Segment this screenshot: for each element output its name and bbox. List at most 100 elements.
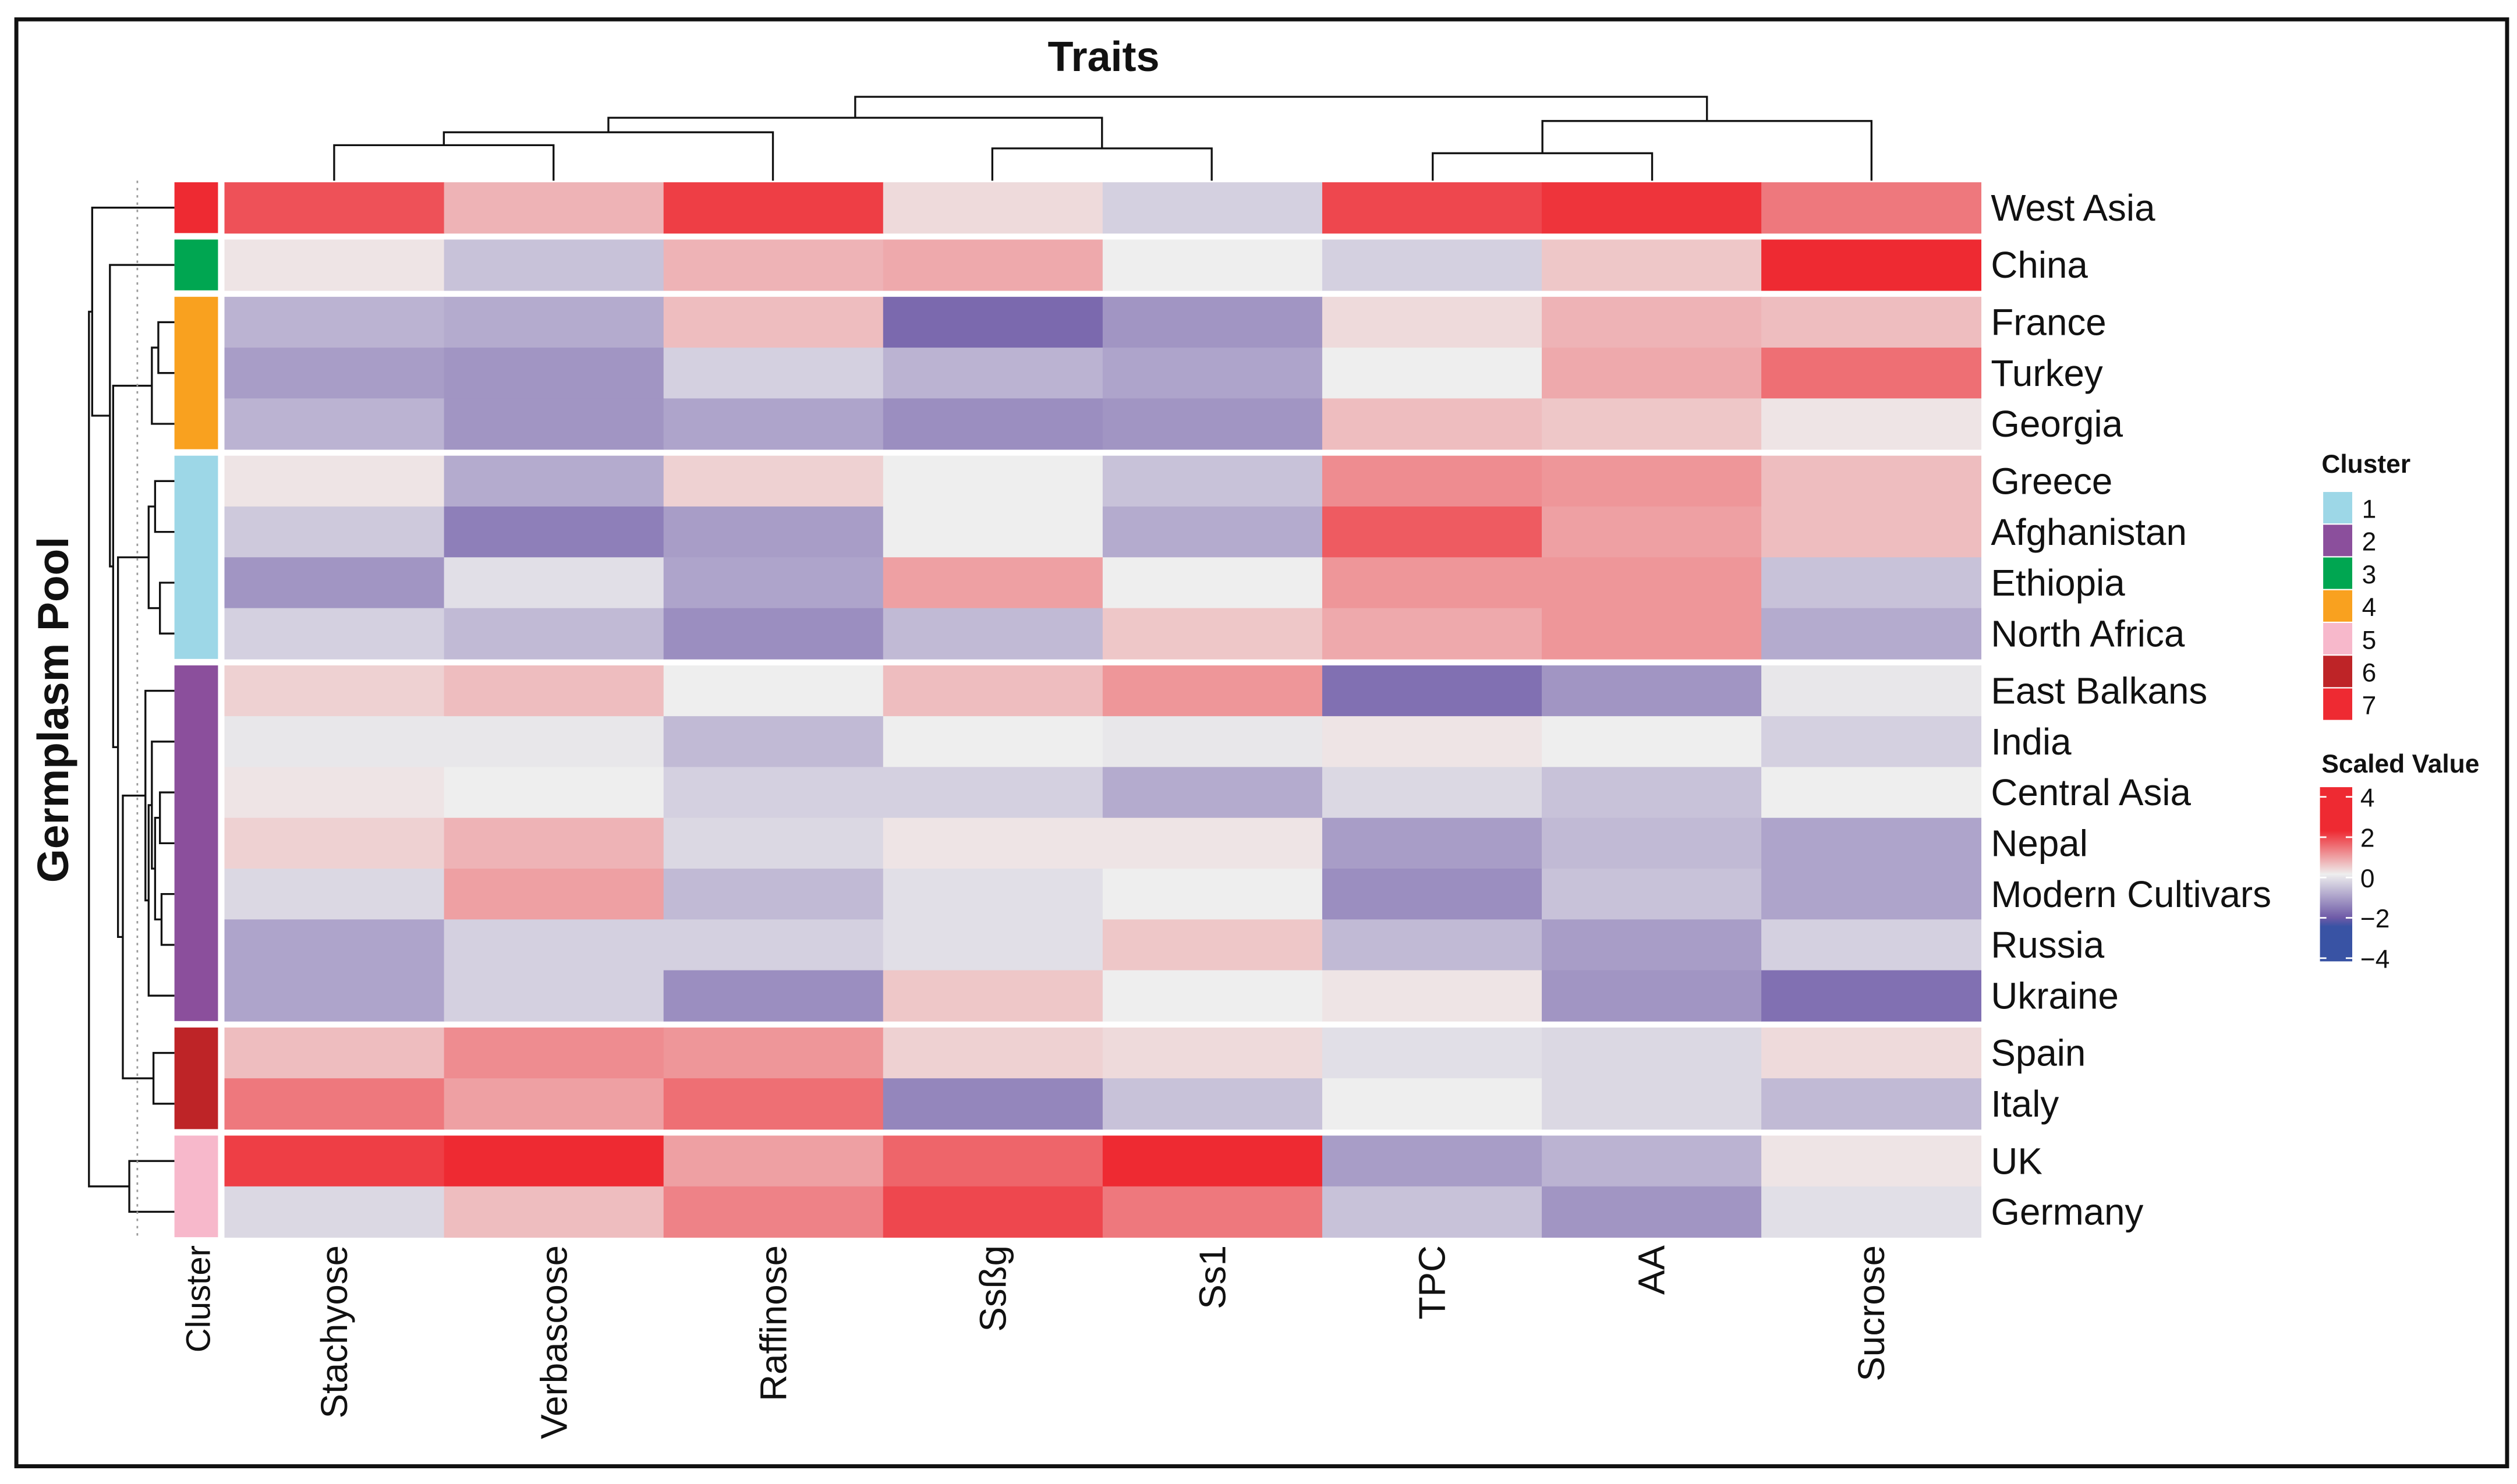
- heatmap-cell: [1761, 1078, 1982, 1130]
- heatmap-cell: [224, 239, 445, 291]
- heatmap-cell: [1102, 767, 1323, 819]
- heatmap-cell: [444, 1135, 664, 1187]
- heatmap-cell: [444, 970, 664, 1022]
- heatmap-cell: [663, 348, 884, 399]
- heatmap-cell: [663, 665, 884, 717]
- heatmap-cell: [883, 665, 1103, 717]
- heatmap-cell: [1542, 398, 1762, 450]
- heatmap-cell: [224, 868, 445, 920]
- row-label: Ukraine: [1991, 975, 2119, 1017]
- column-label: Verbascose: [533, 1245, 575, 1439]
- scale-tick-label: −4: [2360, 945, 2390, 973]
- heatmap-cell: [663, 868, 884, 920]
- heatmap-cell: [663, 182, 884, 234]
- cluster-axis-label: Cluster: [180, 1245, 218, 1352]
- heatmap-cell: [1761, 182, 1982, 234]
- heatmap-cell: [1322, 557, 1542, 609]
- heatmap-cell: [1102, 182, 1323, 234]
- heatmap-cell: [1322, 182, 1542, 234]
- heatmap-cell: [224, 182, 445, 234]
- heatmap-cell: [1102, 296, 1323, 348]
- heatmap-cell: [1322, 817, 1542, 869]
- heatmap-cell: [444, 506, 664, 558]
- heatmap-cell: [663, 817, 884, 869]
- heatmap-cell: [1761, 970, 1982, 1022]
- cluster-bar-segment: [174, 182, 218, 233]
- heatmap-cell: [1322, 970, 1542, 1022]
- column-label: Ss1: [1192, 1245, 1234, 1309]
- heatmap-cell: [1542, 1027, 1762, 1079]
- heatmap-cell: [663, 506, 884, 558]
- heatmap-cell: [663, 1186, 884, 1238]
- heatmap-cell: [1102, 1078, 1323, 1130]
- heatmap-cell: [224, 767, 445, 819]
- heatmap-cell: [1542, 868, 1762, 920]
- heatmap-cell: [444, 767, 664, 819]
- row-label: France: [1991, 302, 2106, 343]
- heatmap-cell: [663, 767, 884, 819]
- heatmap-cell: [1102, 239, 1323, 291]
- heatmap-cell: [663, 1135, 884, 1187]
- heatmap-cell: [224, 1078, 445, 1130]
- row-label: China: [1991, 244, 2088, 286]
- heatmap-cell: [224, 608, 445, 660]
- heatmap-cell: [1542, 716, 1762, 768]
- heatmap-cell: [444, 1186, 664, 1238]
- heatmap-cell: [224, 296, 445, 348]
- row-labels: West Asia China France Turkey Georgia Greece A…: [1991, 187, 2271, 1233]
- cluster-legend-swatch: [2323, 557, 2353, 589]
- column-label: AA: [1631, 1245, 1673, 1295]
- heatmap-cell: [1761, 868, 1982, 920]
- row-label: Central Asia: [1991, 771, 2191, 813]
- heatmap-cell: [1761, 817, 1982, 869]
- heatmap-cell: [1102, 970, 1323, 1022]
- heatmap-cell: [1761, 455, 1982, 507]
- row-label: North Africa: [1991, 612, 2185, 654]
- heatmap-cell: [224, 1135, 445, 1187]
- heatmap-cell: [883, 817, 1103, 869]
- cluster-bar-segment: [174, 1027, 218, 1129]
- heatmap-cell: [1102, 1186, 1323, 1238]
- heatmap-cell: [1542, 557, 1762, 609]
- heatmap-cell: [224, 970, 445, 1022]
- heatmap-cell: [1542, 239, 1762, 291]
- heatmap-cell: [444, 296, 664, 348]
- scale-ticks: 4 2 0 −2 −4: [2320, 784, 2390, 973]
- heatmap-cell: [1322, 767, 1542, 819]
- heatmap-cell: [1761, 398, 1982, 450]
- heatmap-cell: [1542, 1078, 1762, 1130]
- heatmap-cell: [444, 665, 664, 717]
- cluster-legend-label: 4: [2362, 593, 2377, 622]
- heatmap-cell: [444, 455, 664, 507]
- heatmap-cell: [1322, 868, 1542, 920]
- heatmap-cell: [1322, 348, 1542, 399]
- heatmap-cell: [1542, 506, 1762, 558]
- heatmap-cell: [663, 557, 884, 609]
- row-label: UK: [1991, 1140, 2042, 1182]
- heatmap-cell: [1102, 455, 1323, 507]
- cluster-legend-label: 2: [2362, 528, 2377, 557]
- row-label: Spain: [1991, 1032, 2086, 1074]
- heatmap-cell: [1761, 1027, 1982, 1079]
- heatmap-cell: [1761, 1135, 1982, 1187]
- heatmap-cell: [1542, 348, 1762, 399]
- heatmap-cell: [1761, 348, 1982, 399]
- heatmap-cell: [224, 1186, 445, 1238]
- heatmap-cell: [1322, 919, 1542, 971]
- heatmap-cell: [883, 970, 1103, 1022]
- cluster-legend-label: 3: [2362, 561, 2377, 589]
- cluster-legend-title: Cluster: [2321, 450, 2410, 479]
- column-label: TPC: [1411, 1245, 1453, 1319]
- heatmap-cell: [1102, 557, 1323, 609]
- heatmap-cell: [1102, 817, 1323, 869]
- heatmap-cell: [1322, 665, 1542, 717]
- heatmap-cell: [1542, 608, 1762, 660]
- heatmap-cell: [224, 506, 445, 558]
- heatmap-cell: [1322, 1135, 1542, 1187]
- row-label: Turkey: [1991, 352, 2103, 394]
- heatmap-cell: [883, 1078, 1103, 1130]
- heatmap-cell: [883, 1027, 1103, 1079]
- row-label: West Asia: [1991, 187, 2155, 229]
- row-label: Afghanistan: [1991, 511, 2187, 553]
